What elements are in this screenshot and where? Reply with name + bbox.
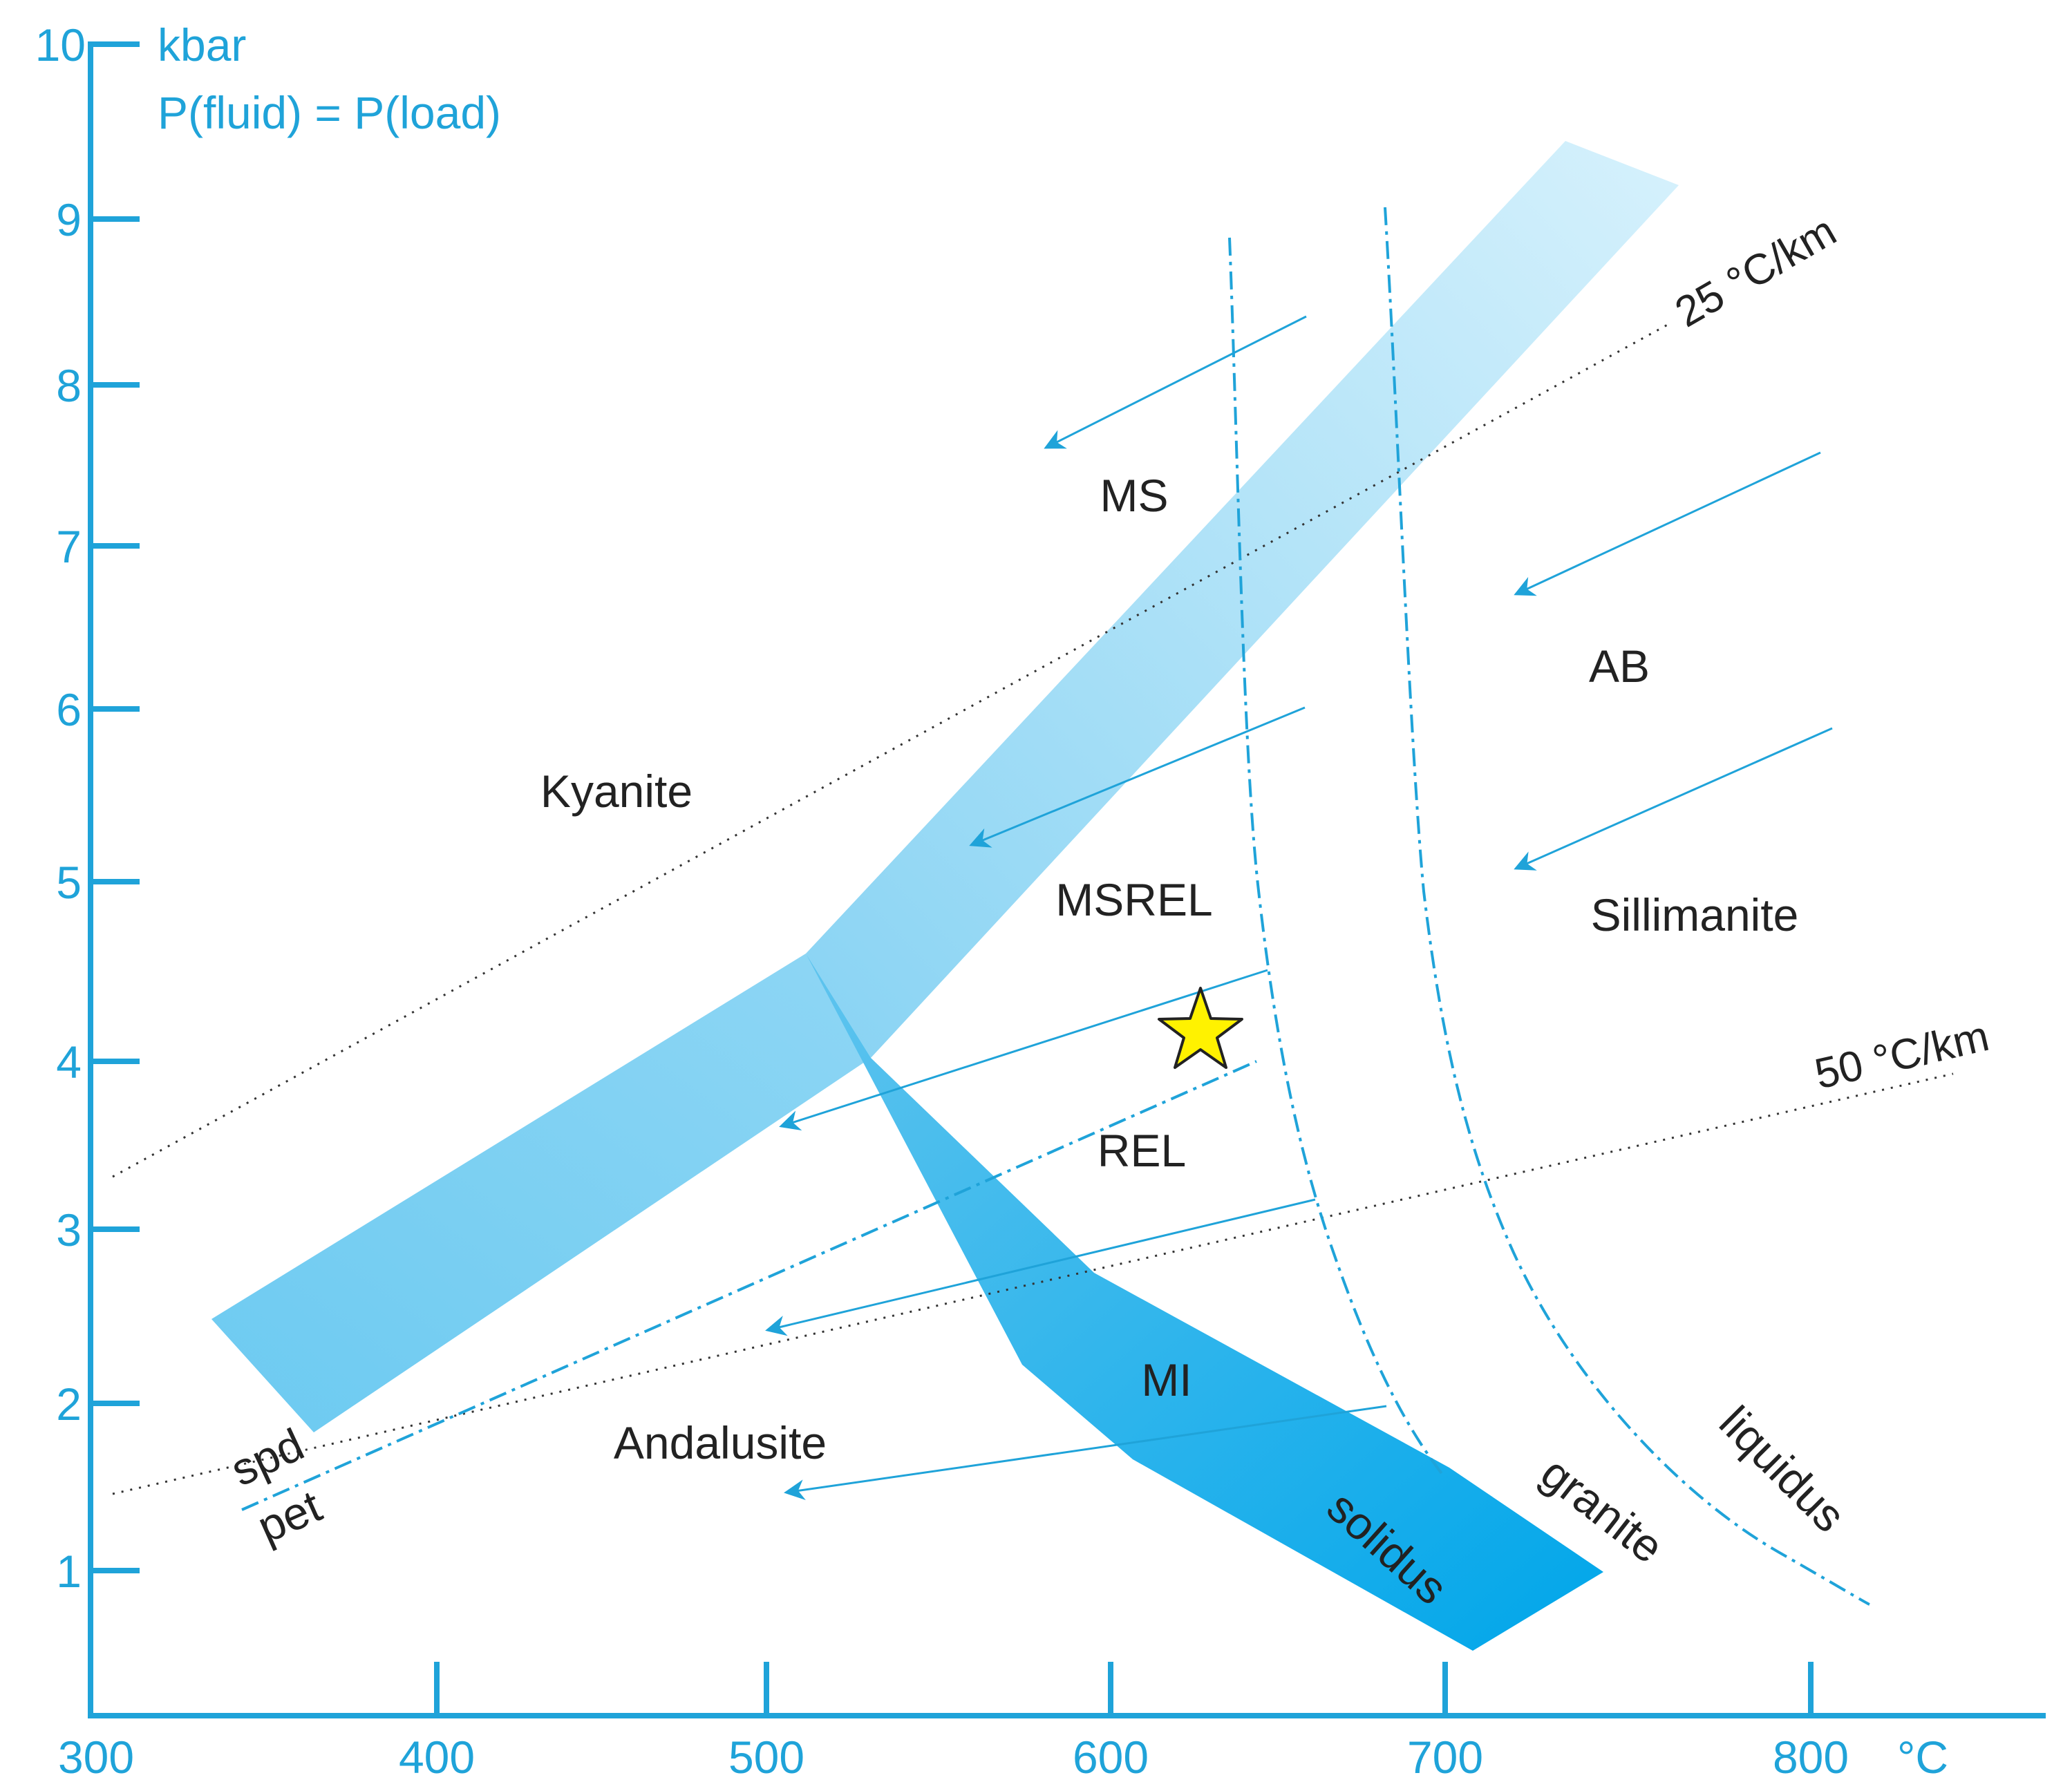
curve-label-liquidus: liquidus <box>1710 1396 1856 1542</box>
y-tick-label-6: 6 <box>56 684 82 735</box>
y-tick-label-4: 4 <box>56 1036 82 1088</box>
geotherm-50-line <box>112 1072 1954 1495</box>
y-tick-label-5: 5 <box>56 857 82 908</box>
geotherm-lines <box>112 321 1954 1495</box>
aluminosilicate-bands <box>211 141 1679 1651</box>
reaction-arrow-1 <box>1044 315 1307 449</box>
geotherm-labels: 25 °C/km 50 °C/km <box>1668 207 1994 1099</box>
x-tick-label-800: 800 <box>1773 1732 1849 1783</box>
y-tick-label-1: 1 <box>56 1546 82 1597</box>
reaction-arrows <box>765 315 1833 1501</box>
andalusite-sillimanite-band <box>806 954 1603 1651</box>
region-label-andalusite: Andalusite <box>614 1417 827 1468</box>
x-tick-label-500: 500 <box>728 1732 804 1783</box>
y-tick-label-9: 9 <box>56 194 82 245</box>
region-label-rel: REL <box>1098 1125 1186 1176</box>
x-tick-label-600: 600 <box>1073 1732 1149 1783</box>
axes <box>88 41 2046 1718</box>
y-axis-ticks <box>91 41 140 1573</box>
y-tick-label-7: 7 <box>56 521 82 572</box>
y-tick-label-3: 3 <box>56 1204 82 1255</box>
curve-labels: solidus granite liquidus spd pet <box>223 1396 1856 1614</box>
granite-solidus-curve <box>1384 207 1870 1606</box>
x-axis-unit: °C <box>1897 1732 1948 1783</box>
x-axis-ticks <box>434 1662 1814 1716</box>
geotherm-25-line <box>112 321 1673 1178</box>
region-label-ms: MS <box>1100 470 1169 521</box>
kyanite-andalusite-band <box>211 954 871 1432</box>
reaction-arrow-2 <box>1514 451 1821 596</box>
geotherm-label-25: 25 °C/km <box>1668 207 1845 337</box>
region-label-kyanite: Kyanite <box>540 766 693 817</box>
spd-pet-curve <box>241 1060 1257 1511</box>
region-label-ab: AB <box>1589 641 1650 692</box>
reaction-arrow-4 <box>1514 727 1833 871</box>
y-tick-labels: 1 2 3 4 5 6 7 8 9 10 <box>35 19 86 1597</box>
solidus-curve <box>1228 237 1444 1477</box>
y-tick-label-8: 8 <box>56 360 82 411</box>
reaction-arrow-6 <box>765 1198 1316 1336</box>
x-tick-label-700: 700 <box>1407 1732 1483 1783</box>
curve-label-pet: pet <box>250 1480 329 1553</box>
kyanite-sillimanite-band <box>806 141 1679 1058</box>
x-tick-label-300: 300 <box>58 1732 134 1783</box>
reaction-arrow-5 <box>779 969 1268 1131</box>
reaction-arrow-7 <box>784 1405 1387 1501</box>
x-tick-label-400: 400 <box>399 1732 475 1783</box>
pressure-condition-label: P(fluid) = P(load) <box>158 87 501 138</box>
y-tick-label-2: 2 <box>56 1378 82 1430</box>
region-label-mi: MI <box>1141 1354 1192 1405</box>
sample-star-marker <box>1158 987 1243 1069</box>
dash-dot-curves <box>241 207 1870 1606</box>
geotherm-label-50: 50 °C/km <box>1811 1012 1994 1099</box>
y-axis-unit: kbar <box>158 19 246 70</box>
reaction-arrow-3 <box>969 706 1306 848</box>
region-label-msrel: MSREL <box>1055 874 1212 925</box>
region-label-sillimanite: Sillimanite <box>1591 889 1799 940</box>
region-labels: Kyanite Andalusite Sillimanite MS MSREL … <box>540 470 1798 1468</box>
x-tick-labels: 300 400 500 600 700 800 <box>58 1732 1849 1783</box>
y-tick-label-10: 10 <box>35 19 86 70</box>
